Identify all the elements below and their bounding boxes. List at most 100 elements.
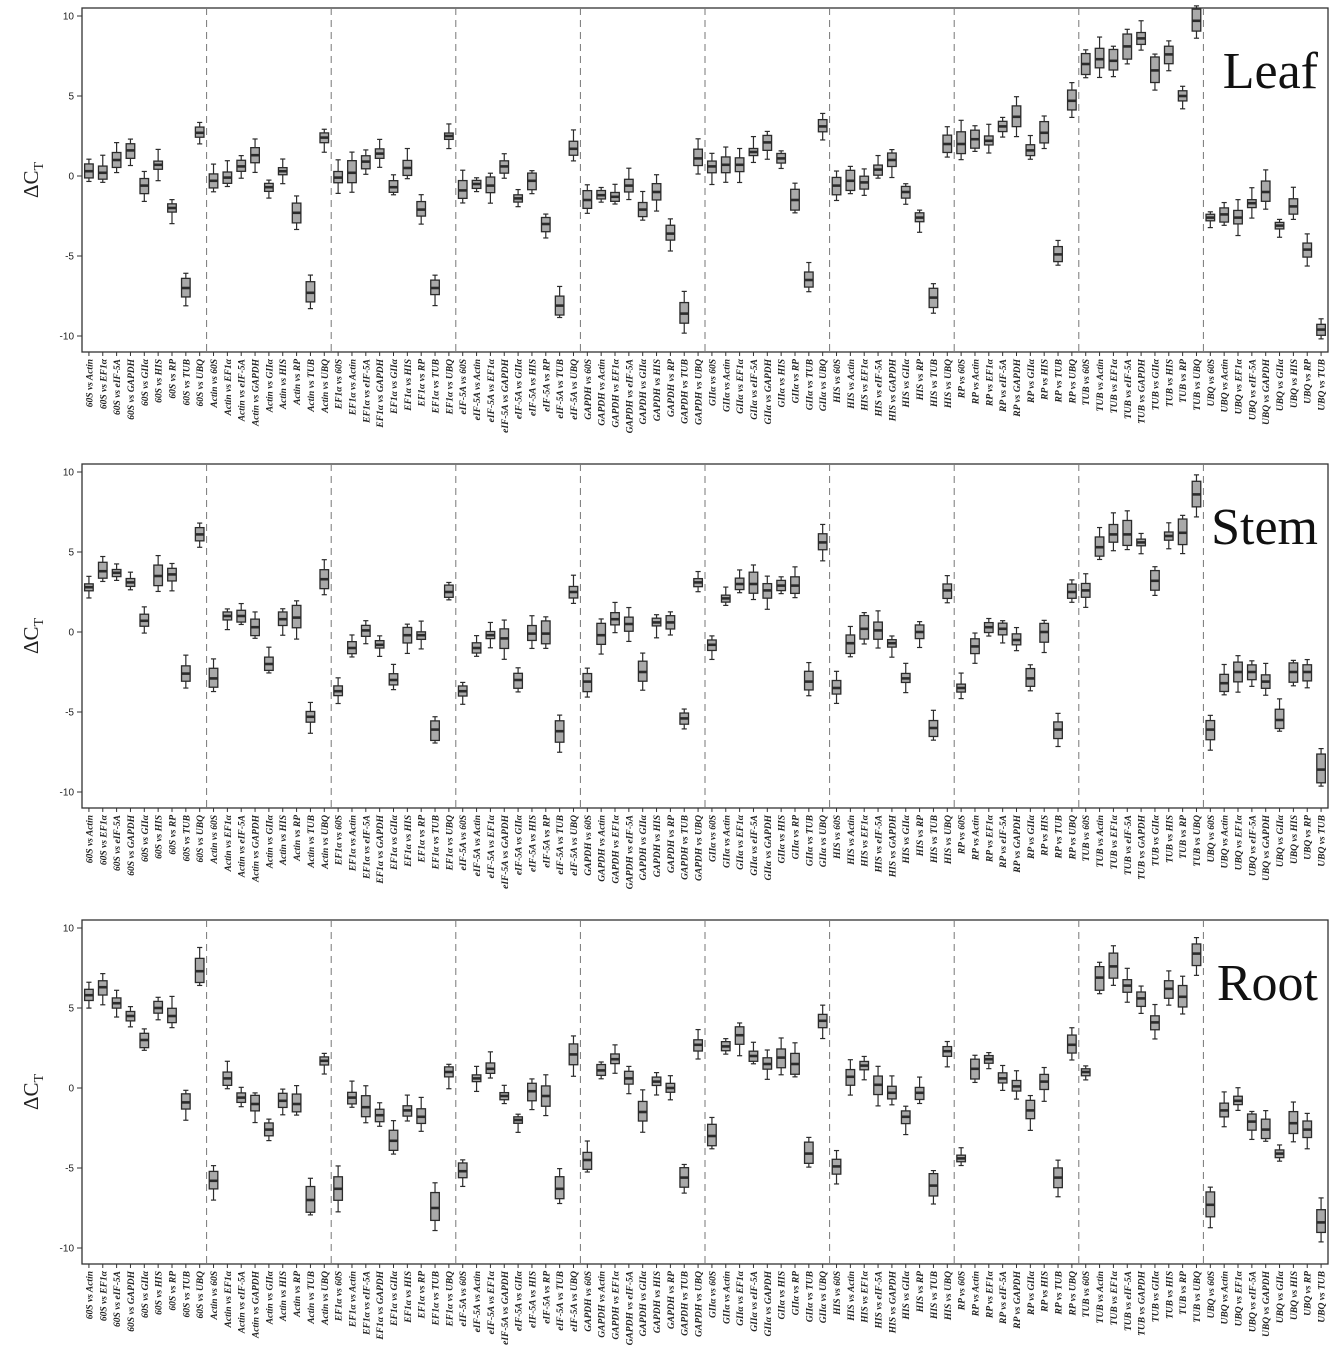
- x-tick-label: eIF-5A vs 60S: [459, 359, 469, 414]
- x-tick-label: TUB vs RP: [1179, 1271, 1189, 1315]
- x-tick-label: HIS vs RP: [916, 359, 926, 401]
- x-tick-label: 60S vs RP: [168, 815, 178, 855]
- box-54: [817, 523, 828, 562]
- box-43: [665, 218, 676, 252]
- box-49: [748, 135, 759, 164]
- x-tick-label: TUB vs Actin: [1096, 359, 1106, 411]
- y-tick-label: 10: [63, 468, 75, 479]
- box-81: [1191, 474, 1202, 518]
- box-7: [167, 995, 177, 1029]
- box-29: [471, 177, 482, 193]
- box-42: [651, 174, 662, 212]
- x-tick-label: RP vs TUB: [1055, 815, 1065, 859]
- box-61: [914, 209, 925, 233]
- x-tick-label: UBQ vs Actin: [1221, 359, 1231, 412]
- x-tick-label: UBQ vs GAPDH: [1262, 814, 1272, 881]
- box-5: [139, 1028, 150, 1051]
- box-9: [194, 522, 205, 548]
- x-tick-label: EF1α vs TUB: [432, 1271, 442, 1326]
- box-39: [610, 1044, 620, 1074]
- x-tick-label: UBQ vs TUB: [1318, 1271, 1328, 1323]
- box-67: [997, 1064, 1008, 1092]
- box-61: [914, 621, 925, 649]
- x-tick-label: EF1α vs TUB: [432, 359, 442, 414]
- x-tick-label: 60S vs HIS: [155, 815, 165, 859]
- box-44: [679, 1163, 690, 1194]
- x-tick-label: TUB vs eIF-5A: [1124, 815, 1134, 875]
- x-tick-label: EF1α vs GIIα: [390, 1270, 400, 1327]
- x-tick-label: 60S vs eIF-5A: [113, 359, 123, 415]
- box-2: [97, 555, 108, 583]
- x-tick-label: GIIα vs RP: [791, 1271, 801, 1316]
- x-tick-label: EF1α vs eIF-5A: [362, 815, 372, 880]
- box-2: [97, 973, 108, 1006]
- x-tick-label: TUB vs EF1α: [1110, 358, 1120, 413]
- x-tick-label: UBQ vs 60S: [1207, 359, 1217, 407]
- x-tick-label: UBQ vs HIS: [1290, 359, 1300, 408]
- box-3: [111, 142, 122, 174]
- x-tick-label: GAPDH vs GIIα: [639, 358, 649, 424]
- box-50: [762, 1049, 773, 1080]
- box-5: [139, 170, 150, 203]
- x-tick-label: eIF-5A vs RP: [542, 1271, 552, 1324]
- x-tick-label: TUB vs RP: [1179, 359, 1189, 403]
- x-tick-label: UBQ vs HIS: [1290, 1271, 1300, 1320]
- x-tick-label: GIIα vs EF1α: [736, 814, 746, 870]
- x-tick-label: GAPDH vs GIIα: [639, 1270, 649, 1336]
- box-62: [928, 1169, 939, 1205]
- x-tick-label: eIF-5A vs UBQ: [570, 1271, 580, 1332]
- box-59: [886, 1075, 897, 1106]
- box-80: [1177, 514, 1188, 555]
- x-tick-label: UBQ vs EF1α: [1235, 814, 1245, 870]
- x-tick-label: RP vs HIS: [1041, 815, 1051, 857]
- x-tick-label: TUB vs 60S: [1082, 815, 1092, 861]
- box-78: [1150, 53, 1160, 91]
- x-tick-label: RP vs 60S: [958, 1271, 968, 1311]
- box-74: [1094, 36, 1105, 79]
- box-89: [1302, 233, 1313, 267]
- box-60: [900, 662, 911, 694]
- box-48: [734, 147, 745, 184]
- box-70: [1039, 1066, 1050, 1102]
- box-33: [527, 170, 537, 195]
- x-tick-label: TUB vs EF1α: [1110, 1270, 1120, 1325]
- x-tick-label: Actin vs eIF-5A: [238, 815, 248, 878]
- box-21: [360, 620, 371, 645]
- x-tick-label: Actin vs RP: [293, 1271, 303, 1318]
- x-tick-label: Actin vs HIS: [279, 359, 289, 410]
- x-tick-label: 60S vs HIS: [155, 1271, 165, 1315]
- box-78: [1150, 1003, 1160, 1040]
- x-tick-label: EF1α vs GAPDH: [376, 358, 386, 428]
- x-tick-label: Actin vs RP: [293, 815, 303, 862]
- x-tick-label: HIS vs TUB: [930, 1271, 940, 1320]
- box-13: [250, 611, 260, 639]
- x-tick-label: GIIα vs 60S: [708, 815, 718, 862]
- x-tick-label: 60S vs UBQ: [196, 815, 206, 863]
- box-84: [1233, 655, 1243, 693]
- x-tick-label: HIS vs GAPDH: [888, 1270, 898, 1334]
- box-body: [956, 131, 967, 155]
- x-tick-label: TUB vs HIS: [1165, 359, 1175, 407]
- y-tick-label: -5: [65, 252, 74, 263]
- box-18: [319, 559, 330, 596]
- x-tick-label: RP vs UBQ: [1068, 1271, 1078, 1317]
- box-38: [596, 186, 607, 203]
- box-66: [983, 617, 994, 637]
- x-tick-label: HIS vs UBQ: [944, 359, 954, 409]
- x-tick-label: UBQ vs 60S: [1207, 815, 1217, 863]
- box-19: [333, 677, 344, 705]
- x-tick-label: Actin vs HIS: [279, 1271, 289, 1322]
- x-tick-label: EF1α vs RP: [418, 359, 428, 408]
- x-tick-label: eIF-5A vs 60S: [459, 1271, 469, 1326]
- box-86: [1260, 1110, 1271, 1142]
- box-81: [1191, 937, 1202, 976]
- box-37: [582, 184, 593, 214]
- x-tick-label: HIS vs eIF-5A: [875, 815, 885, 874]
- x-tick-label: TUB vs RP: [1179, 815, 1189, 859]
- x-tick-label: HIS vs Actin: [847, 1271, 857, 1322]
- x-tick-label: Actin vs GIIα: [265, 814, 275, 869]
- x-tick-label: EF1α vs Actin: [348, 815, 358, 872]
- box-29: [471, 635, 482, 657]
- box-86: [1260, 662, 1271, 696]
